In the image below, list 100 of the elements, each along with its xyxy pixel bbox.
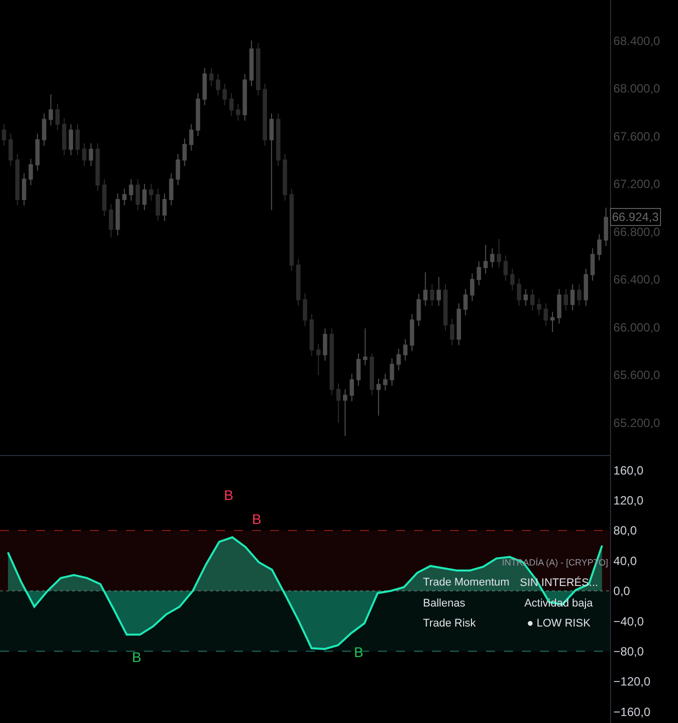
candlestick <box>88 142 94 166</box>
candlestick <box>564 288 568 311</box>
y-tick-label: 67.600,0 <box>613 129 660 144</box>
candlestick <box>423 272 428 306</box>
candlestick <box>483 244 488 274</box>
candlestick <box>410 314 414 352</box>
candlestick <box>182 138 187 166</box>
y-tick-label: 160,0 <box>613 463 644 478</box>
candlestick <box>310 314 314 356</box>
candlestick <box>202 68 207 106</box>
candlestick <box>42 112 46 146</box>
candlestick <box>476 261 482 286</box>
candlestick <box>96 142 100 192</box>
candlestick <box>196 92 200 137</box>
y-tick-label: 66.400,0 <box>613 272 660 287</box>
candlestick <box>82 142 86 166</box>
candlestick <box>116 192 120 236</box>
candlestick <box>216 74 220 96</box>
annotation: B <box>252 511 262 527</box>
candlestick <box>269 112 274 211</box>
candlestick <box>463 288 468 316</box>
y-tick-label: −160,0 <box>613 704 651 719</box>
candlestick <box>108 204 114 238</box>
candlestick <box>242 74 247 122</box>
candlestick <box>15 154 20 206</box>
y-tick-label: 68.000,0 <box>613 82 660 96</box>
candlestick <box>156 188 160 222</box>
candlestick <box>356 352 361 386</box>
candlestick <box>222 83 227 106</box>
candlestick <box>169 172 174 206</box>
annotation: Trade Risk <box>423 618 476 630</box>
candlestick <box>256 42 260 96</box>
candlestick <box>550 311 555 332</box>
candlestick <box>510 268 514 291</box>
candlestick <box>122 188 127 206</box>
candlestick <box>296 258 300 306</box>
y-tick-label: 0,0 <box>613 584 630 598</box>
candlestick <box>443 284 448 332</box>
candlestick <box>236 103 240 122</box>
candlestick <box>22 172 26 206</box>
candlestick <box>376 378 381 416</box>
candlestick <box>68 124 74 156</box>
y-tick-label: 40,0 <box>613 554 638 568</box>
candlestick <box>162 192 167 222</box>
candlestick <box>590 248 595 282</box>
candlestick <box>8 133 13 166</box>
candlestick <box>128 178 134 202</box>
candlestick <box>436 276 441 306</box>
candlestick <box>570 284 575 311</box>
candlestick <box>450 318 454 346</box>
y-tick-label: −80,0 <box>613 644 644 658</box>
y-tick-label: 120,0 <box>613 494 644 508</box>
y-tick-label: 66.800,0 <box>613 224 660 239</box>
candlestick <box>597 234 602 261</box>
candlestick <box>48 94 53 126</box>
candlestick <box>209 68 214 86</box>
annotation: Trade Momentum <box>423 576 510 588</box>
candlestick <box>383 373 388 392</box>
candlestick <box>282 154 288 202</box>
candlestick <box>584 268 588 306</box>
candlestick <box>136 178 140 211</box>
y-tick-label: 65.600,0 <box>613 368 660 382</box>
candlestick <box>536 298 542 316</box>
candlestick <box>330 328 334 396</box>
candlestick <box>363 328 368 366</box>
candlestick <box>396 348 401 371</box>
candlestick <box>416 293 421 327</box>
candlestick <box>350 373 354 402</box>
candlestick <box>577 284 582 306</box>
candlestick <box>557 288 562 324</box>
candlestick <box>516 278 522 306</box>
annotation: B <box>132 649 142 665</box>
candlestick <box>176 154 180 186</box>
candlestick <box>524 288 528 306</box>
candlestick <box>75 124 80 156</box>
annotation: ● LOW RISK <box>526 618 592 630</box>
annotation: B <box>354 644 364 660</box>
candlestick <box>456 302 461 346</box>
text: 66.924,3 <box>612 210 660 224</box>
y-tick-label: 80,0 <box>613 524 638 538</box>
candlestick <box>390 358 394 386</box>
candlestick <box>2 124 6 146</box>
candlestick <box>102 178 106 217</box>
candlestick <box>490 248 494 268</box>
candlestick <box>289 188 294 272</box>
y-tick-label: 66.000,0 <box>613 320 660 334</box>
candlestick <box>28 158 33 186</box>
candlestick <box>470 272 474 302</box>
y-tick-label: −120,0 <box>613 674 651 689</box>
candlestick <box>35 133 40 172</box>
candlestick <box>342 388 348 436</box>
candlestick <box>62 118 66 156</box>
candlestick <box>55 103 60 131</box>
candlestick <box>262 83 268 146</box>
candlestick <box>336 382 341 424</box>
candlestick <box>604 207 608 247</box>
annotation: Ballenas <box>423 598 466 610</box>
candlestick <box>322 328 328 362</box>
candlestick <box>276 112 280 166</box>
annotation: B <box>224 487 234 503</box>
